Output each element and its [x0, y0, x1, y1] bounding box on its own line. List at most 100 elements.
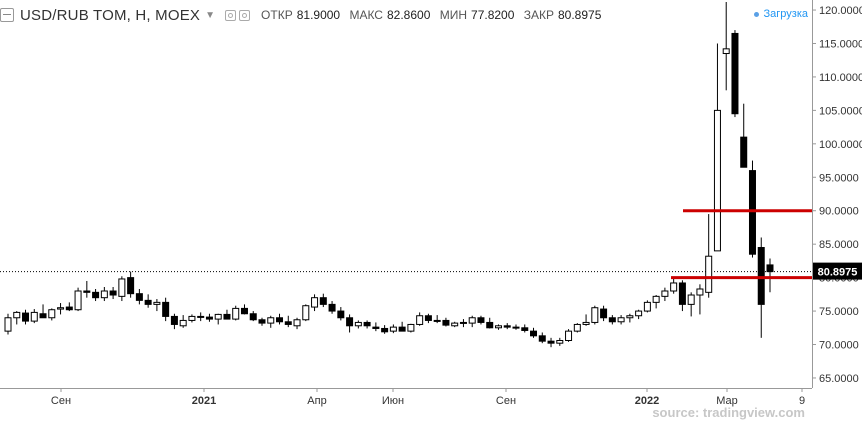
candle-body	[442, 319, 450, 326]
price-tick-label: 115.0000	[819, 38, 862, 50]
menu-icon[interactable]	[0, 8, 14, 22]
candle	[678, 280, 686, 312]
candle	[319, 293, 327, 308]
candle-body	[170, 315, 178, 325]
candle	[521, 324, 529, 333]
candle	[267, 315, 275, 328]
candle-body	[197, 315, 205, 318]
candle-body	[57, 307, 65, 310]
candle-body	[232, 307, 240, 320]
time-tick-label: Апр	[307, 395, 326, 407]
candle-body	[617, 317, 625, 323]
candle-body	[144, 299, 152, 305]
candle	[328, 301, 336, 314]
candle-body	[240, 307, 248, 315]
candle-body	[512, 326, 520, 329]
price-tick-label: 75.0000	[819, 306, 859, 318]
candle-body	[276, 317, 284, 323]
candle	[22, 309, 30, 325]
candle-body	[30, 311, 38, 322]
candle	[731, 30, 739, 118]
candle	[205, 313, 213, 322]
candle	[346, 314, 354, 333]
gear-icon[interactable]	[239, 9, 251, 21]
candle-body	[424, 315, 432, 321]
candle-body	[451, 322, 459, 327]
time-tick-label: 2022	[635, 395, 659, 407]
price-tick-label: 110.0000	[819, 72, 862, 84]
candle-body	[398, 326, 406, 332]
chevron-down-icon[interactable]: ▼	[205, 9, 216, 21]
ohlc-readout: ОТКР 81.9000 МАКС 82.8600 МИН 77.8200 ЗАКР 8…	[261, 8, 607, 22]
candle	[179, 315, 187, 328]
candle	[652, 295, 660, 309]
candle-body	[337, 310, 345, 319]
candle	[582, 314, 590, 326]
candle-body	[503, 325, 511, 328]
candle-body	[389, 326, 397, 332]
candle	[722, 2, 730, 91]
candle	[608, 315, 616, 325]
candle-body	[608, 317, 616, 323]
candle	[135, 288, 143, 305]
candle	[398, 321, 406, 332]
low-label: МИН	[439, 8, 468, 22]
candle	[713, 43, 721, 252]
close-value: 80.8975	[558, 8, 602, 22]
candle-body	[643, 301, 651, 312]
candle	[232, 305, 240, 321]
settings-icon[interactable]	[225, 9, 237, 21]
price-tick-label: 100.0000	[819, 139, 862, 151]
candle	[687, 292, 695, 317]
candle-body	[530, 330, 538, 337]
candle	[477, 315, 485, 325]
candle	[757, 237, 765, 338]
candle-body	[486, 321, 494, 329]
candle-body	[565, 330, 573, 342]
candle	[512, 324, 520, 330]
candle-body	[494, 325, 502, 329]
price-tick-label: 90.0000	[819, 206, 859, 218]
candle	[337, 307, 345, 321]
time-tick-label: 9	[799, 395, 805, 407]
time-tick-label: Июн	[382, 395, 404, 407]
candle-body	[748, 170, 756, 255]
price-tick-label: 105.0000	[819, 105, 862, 117]
candle-body	[179, 319, 187, 327]
candle	[661, 287, 669, 302]
candle	[302, 304, 310, 322]
candle-body	[83, 290, 91, 293]
loading-label: Загрузка	[763, 8, 808, 20]
candle-body	[118, 278, 126, 297]
candle	[92, 288, 100, 302]
candle-body	[109, 290, 117, 296]
price-tick-label: 120.0000	[819, 5, 862, 17]
candle-body	[521, 327, 529, 331]
candle-body	[188, 315, 196, 321]
candle-body	[757, 247, 765, 305]
candle	[635, 309, 643, 320]
candle-body	[731, 32, 739, 115]
candle-body	[661, 290, 669, 297]
candle-body	[468, 317, 476, 324]
candle	[153, 299, 161, 312]
candle	[626, 313, 634, 323]
price-tick-label: 65.0000	[819, 373, 859, 385]
candle	[197, 312, 205, 322]
candle	[170, 313, 178, 330]
candle-body	[416, 315, 424, 325]
candle-body	[4, 317, 12, 332]
candle-body	[267, 317, 275, 324]
candle-body	[670, 282, 678, 292]
candle	[748, 160, 756, 258]
candle-body	[722, 48, 730, 55]
candle	[494, 324, 502, 330]
candle	[74, 287, 82, 312]
candle	[162, 297, 170, 322]
candle-body	[205, 316, 213, 320]
candle	[118, 276, 126, 302]
candle	[407, 323, 415, 333]
symbol-title[interactable]: USD/RUB TOM, H, MOEX	[20, 6, 201, 24]
candle-body	[547, 340, 555, 344]
